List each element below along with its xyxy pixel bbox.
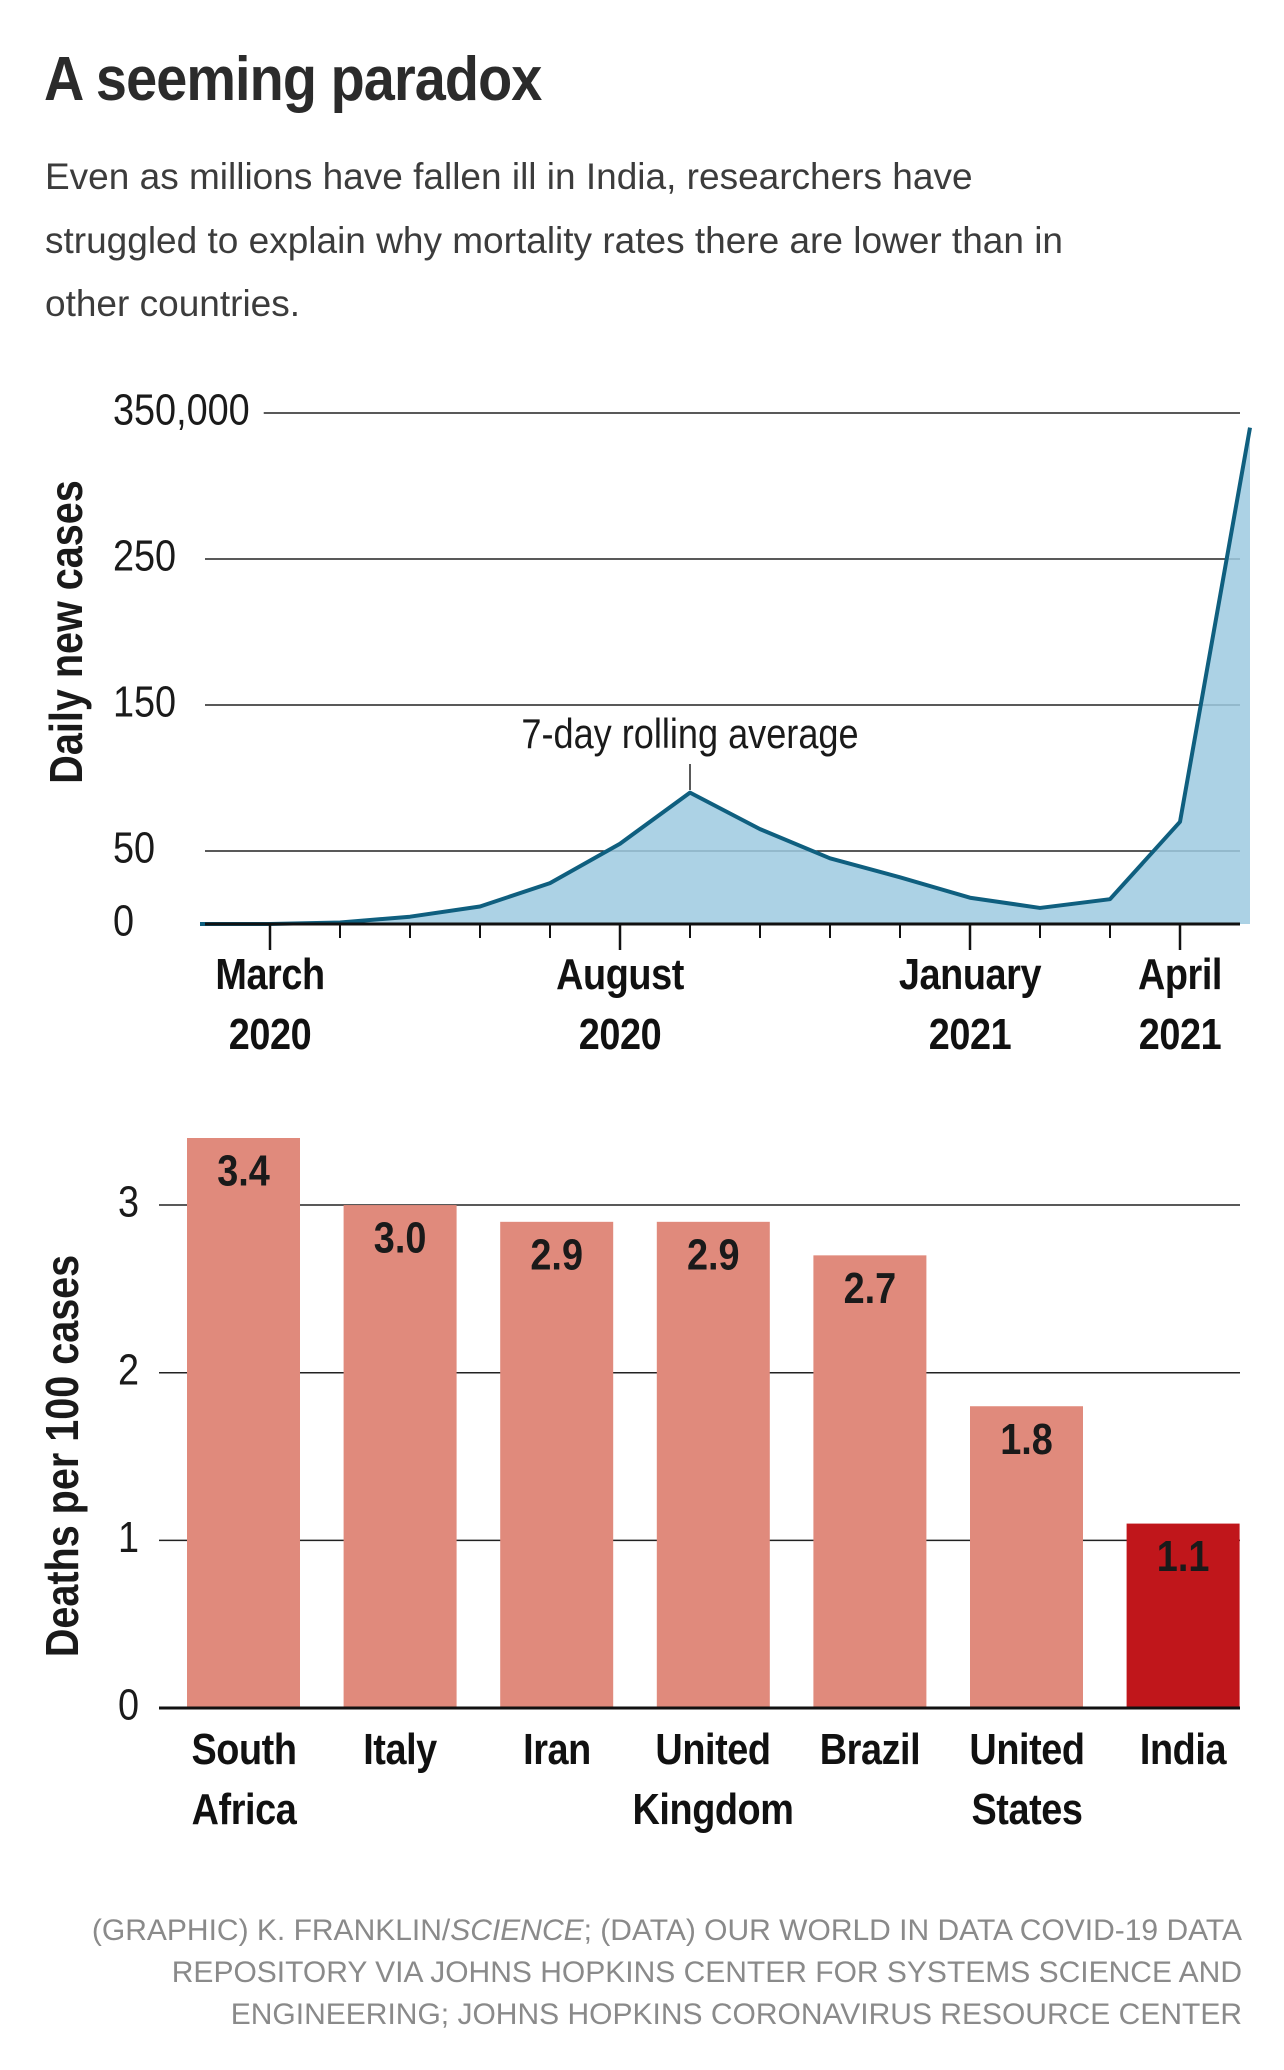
y-tick-label: 150	[113, 677, 176, 726]
y-tick-label: 1	[118, 1512, 139, 1561]
source-text: SCIENCE	[450, 1914, 584, 1947]
value-label: 1.8	[1000, 1414, 1053, 1463]
source: (GRAPHIC) K. FRANKLIN/SCIENCE; (DATA) OU…	[42, 1910, 1242, 2036]
x-tick-label: South Africa	[190, 1725, 297, 1834]
value-label: 1.1	[1157, 1532, 1210, 1581]
bar	[1126, 1523, 1240, 1708]
value-label: 2.9	[687, 1230, 740, 1279]
x-tick-label: India	[1140, 1725, 1227, 1774]
daily-cases-area	[200, 427, 1250, 924]
y-tick-label: 2	[118, 1345, 139, 1394]
x-tick-label: January 2021	[898, 950, 1042, 1059]
y-tick-label: 350,000	[113, 385, 250, 434]
y-tick-label: 3	[118, 1177, 139, 1226]
value-label: 3.4	[217, 1146, 270, 1195]
bar	[813, 1255, 927, 1708]
subtitle-line: Even as millions have fallen ill in Indi…	[45, 156, 973, 197]
y-tick-label: 50	[113, 823, 155, 872]
x-tick-label: Iran	[522, 1725, 591, 1774]
y-tick-label: 0	[113, 896, 134, 945]
y-tick-label: 250	[113, 531, 176, 580]
x-tick-label: March 2020	[215, 950, 325, 1059]
value-label: 2.9	[530, 1230, 583, 1279]
bar	[970, 1406, 1083, 1708]
bar	[500, 1221, 614, 1708]
subtitle-line: other countries.	[45, 283, 301, 324]
y-axis-label: Deaths per 100 cases	[37, 1255, 88, 1657]
x-tick-label: Italy	[363, 1725, 437, 1774]
x-tick-label: United Kingdom	[632, 1725, 794, 1834]
value-label: 2.7	[844, 1263, 897, 1312]
subtitle-line: struggled to explain why mortality rates…	[45, 220, 1064, 261]
x-tick-label: August 2020	[556, 950, 684, 1059]
source-text: ; (DATA) OUR WORLD IN DATA COVID-19 DATA…	[171, 1914, 1242, 2031]
x-tick-label: Brazil	[819, 1725, 921, 1774]
title: A seeming paradox	[44, 45, 542, 114]
x-tick-label: April 2021	[1137, 950, 1223, 1059]
bar	[187, 1138, 300, 1708]
rolling-average-line	[200, 427, 1252, 926]
x-tick-label: United States	[968, 1725, 1085, 1834]
bar	[343, 1205, 457, 1708]
y-axis-label: Daily new cases	[41, 480, 92, 783]
value-label: 3.0	[374, 1213, 427, 1262]
source-text: (GRAPHIC) K. FRANKLIN/	[91, 1914, 451, 1947]
y-tick-label: 0	[118, 1680, 139, 1729]
annotation: 7-day rolling average	[521, 712, 858, 758]
bar	[656, 1221, 770, 1708]
